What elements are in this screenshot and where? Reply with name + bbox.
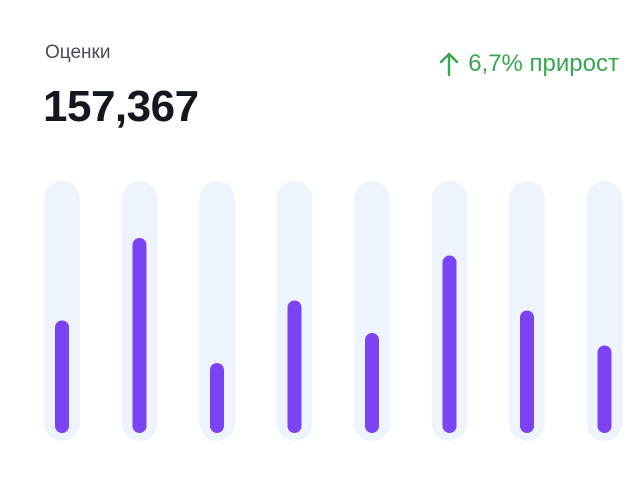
bar-track — [199, 181, 235, 441]
growth-indicator: 6,7% прирост — [438, 50, 619, 78]
bar — [210, 363, 224, 433]
bar — [287, 300, 302, 433]
bar — [132, 238, 147, 433]
bar-track — [354, 181, 390, 441]
bar — [520, 310, 534, 433]
metric-label: Оценки — [45, 42, 111, 63]
bar — [55, 320, 69, 433]
bar-track — [44, 181, 80, 441]
metric-value: 157,367 — [43, 82, 199, 131]
bar — [365, 333, 379, 433]
bar — [597, 345, 612, 433]
bar — [442, 255, 457, 433]
arrow-up-icon — [439, 52, 459, 77]
growth-text: 6,7% прирост — [468, 50, 619, 77]
bar-track — [586, 181, 623, 441]
